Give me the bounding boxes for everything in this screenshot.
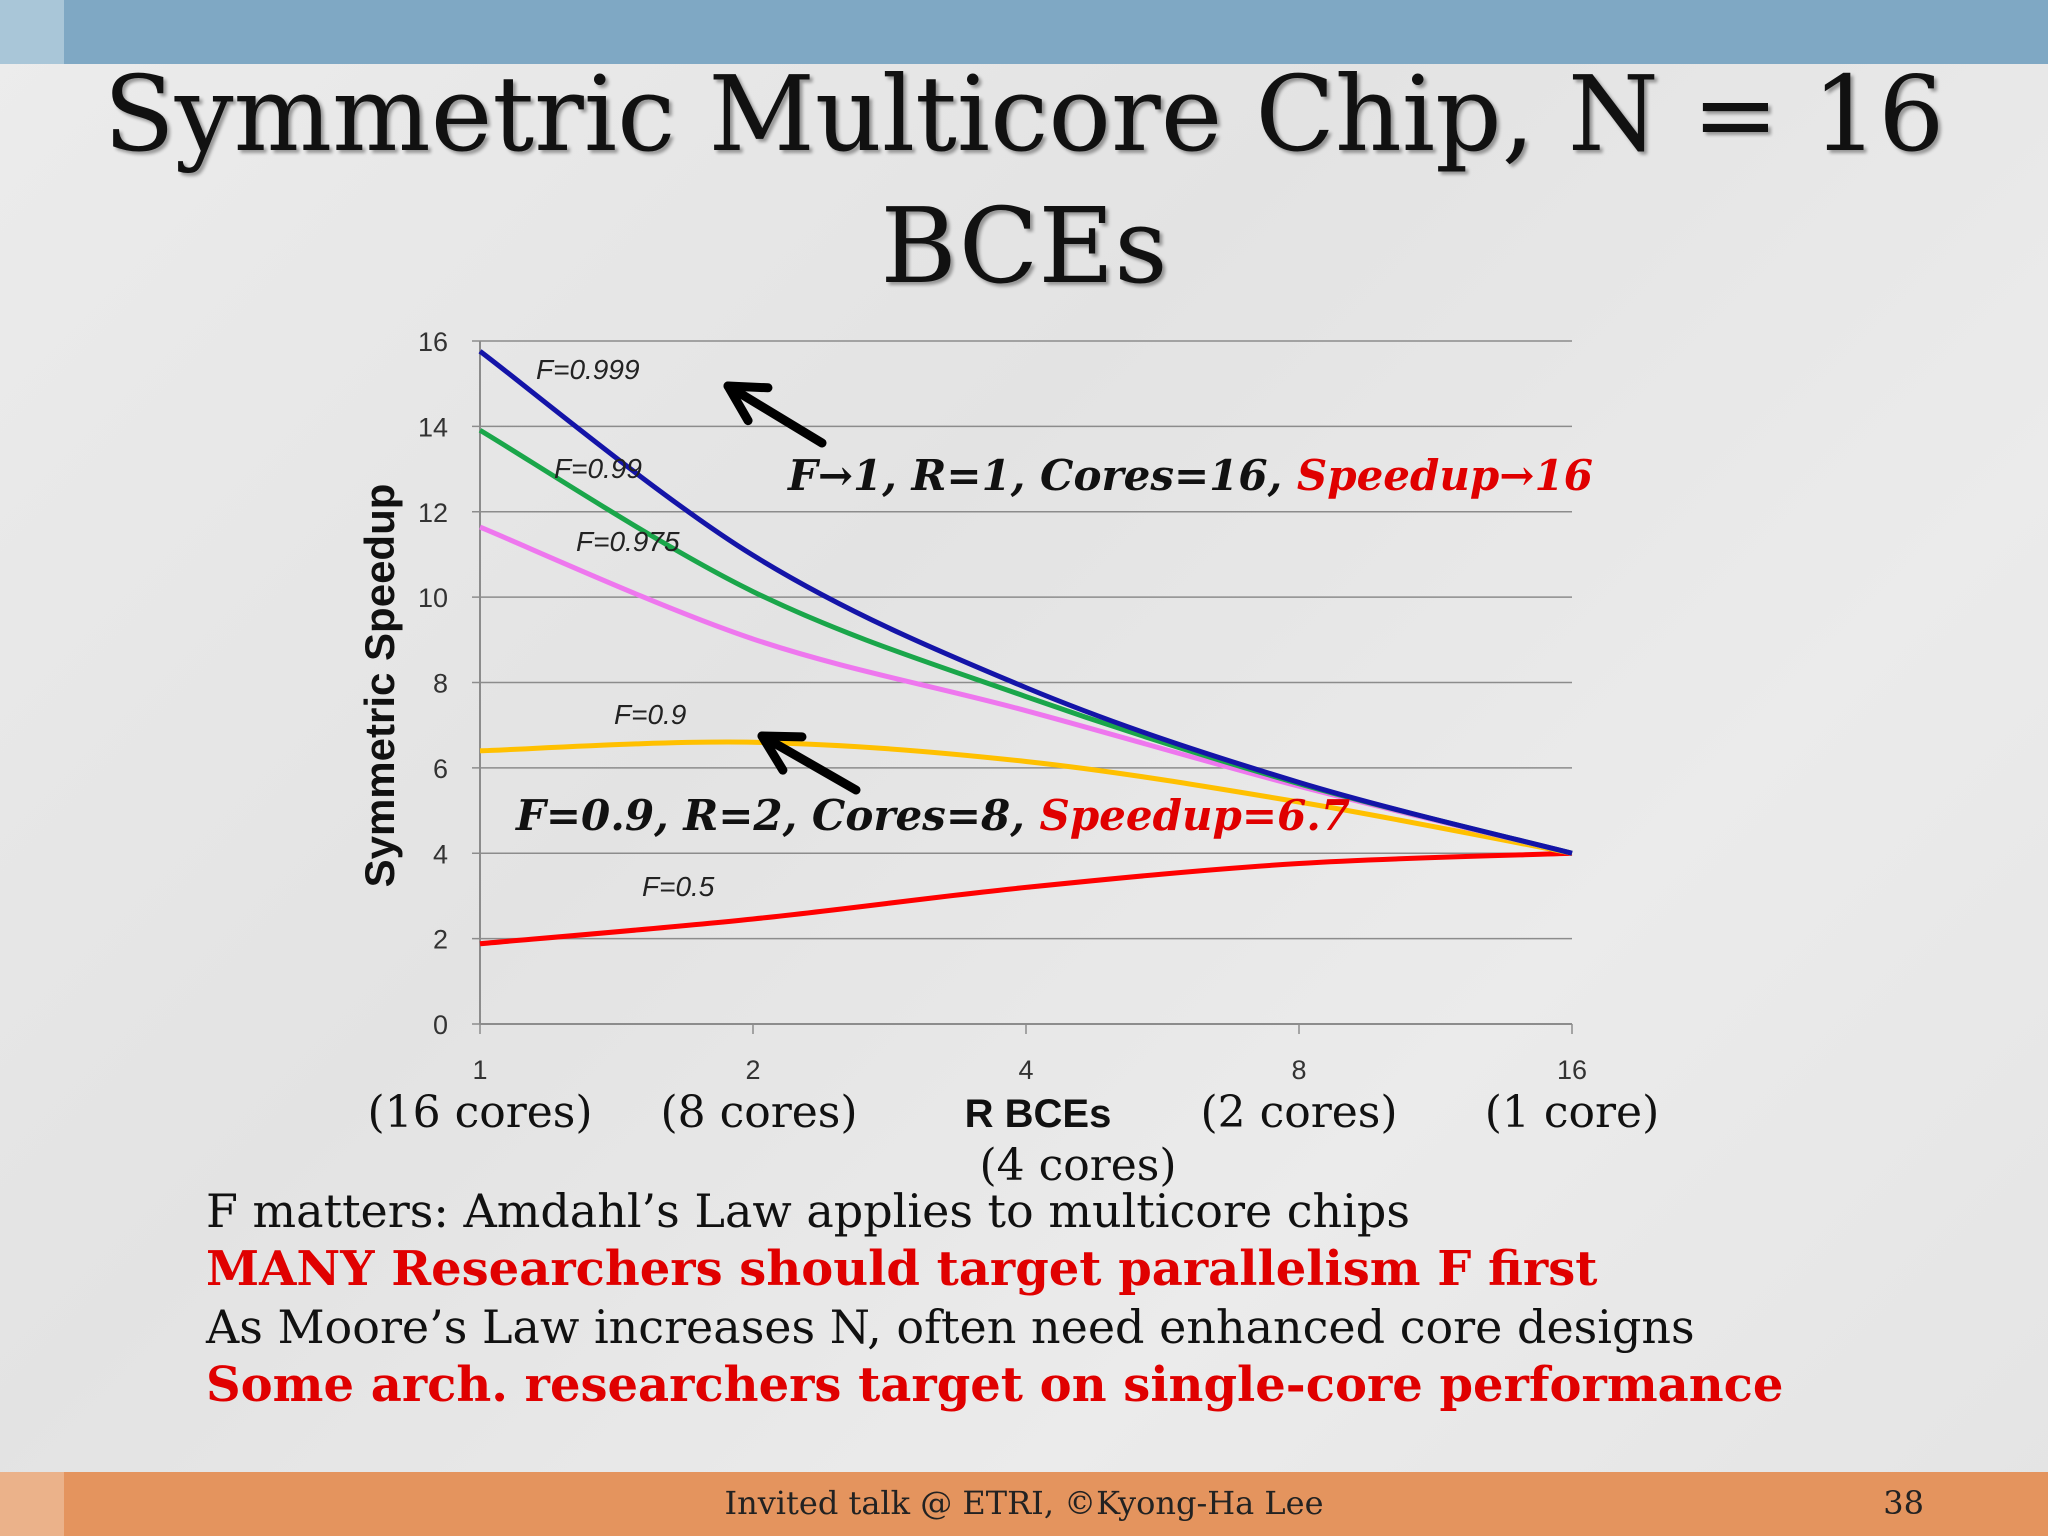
annotation-arrow-1-head	[723, 381, 773, 426]
x-sub-label-16: (1 core)	[1485, 1087, 1660, 1138]
series-label-f-0-9: F=0.9	[614, 699, 686, 730]
x-sub-label-1: (16 cores)	[367, 1087, 592, 1138]
x-tick-label-4: 4	[1018, 1055, 1033, 1085]
y-tick-label-0: 0	[433, 1010, 448, 1040]
series-line-f-0-999	[478, 349, 1573, 856]
y-tick-label-14: 14	[418, 412, 448, 442]
annotation-arrow-2-shaft	[757, 731, 861, 795]
x-tick-label-2: 2	[745, 1055, 760, 1085]
bullet-2: MANY Researchers should target paralleli…	[206, 1241, 1598, 1297]
footer-credit: Invited talk @ ETRI, ©Kyong-Ha Lee	[724, 1484, 1324, 1522]
x-tick-label-8: 8	[1291, 1055, 1306, 1085]
series-label-f-0-999: F=0.999	[536, 354, 640, 385]
x-tick-label-1: 1	[472, 1055, 487, 1085]
annotation-arrow-2-head	[757, 731, 807, 775]
slide-title: Symmetric Multicore Chip, N = 16 BCEs	[103, 53, 1945, 307]
bottom-accent-tab	[0, 1472, 64, 1536]
y-tick-label-12: 12	[418, 498, 448, 528]
top-accent-bar	[0, 0, 2048, 64]
y-tick-label-16: 16	[418, 327, 448, 357]
annotation-2-part-1: F=0.9, R=2, Cores=8,	[515, 791, 1039, 840]
annotation-arrow-1-shaft	[723, 381, 827, 448]
y-tick-label-10: 10	[418, 583, 448, 613]
x-sub-label-2: (8 cores)	[660, 1087, 857, 1138]
page-number: 38	[1883, 1484, 1924, 1522]
annotation-1-part-1: F→1, R=1, Cores=16,	[787, 451, 1297, 500]
annotation-text-2: F=0.9, R=2, Cores=8, Speedup=6.7	[515, 791, 1350, 840]
x-tick-label-16: 16	[1557, 1055, 1587, 1085]
annotation-2-part-2: Speedup=6.7	[1039, 791, 1350, 840]
y-tick-label-6: 6	[433, 754, 448, 784]
top-accent-tab	[0, 0, 64, 64]
annotation-1-part-2: Speedup→16	[1297, 451, 1593, 500]
series-label-f-0-99: F=0.99	[554, 453, 642, 484]
x-axis-title: R BCEs	[965, 1092, 1112, 1136]
series-label-f-0-5: F=0.5	[642, 871, 715, 902]
bullet-list: F matters: Amdahl’s Law applies to multi…	[206, 1182, 2006, 1414]
series-line-f-0-5	[479, 850, 1573, 947]
bottom-accent-bar	[0, 1472, 2048, 1536]
y-axis-title: Symmetric Speedup	[356, 484, 403, 888]
bullet-4: Some arch. researchers target on single-…	[206, 1357, 1784, 1413]
y-tick-label-4: 4	[433, 839, 448, 869]
bullet-1: F matters: Amdahl’s Law applies to multi…	[206, 1184, 1410, 1238]
series-label-f-0-975: F=0.975	[576, 526, 680, 557]
bullet-3: As Moore’s Law increases N, often need e…	[206, 1300, 1695, 1354]
x-sub-label-4: (4 cores)	[979, 1140, 1176, 1191]
y-tick-label-8: 8	[433, 669, 448, 699]
annotation-text-1: F→1, R=1, Cores=16, Speedup→16	[787, 451, 1593, 500]
x-sub-label-8: (2 cores)	[1200, 1087, 1397, 1138]
y-tick-label-2: 2	[433, 925, 448, 955]
series-line-f-0-9	[479, 739, 1573, 856]
